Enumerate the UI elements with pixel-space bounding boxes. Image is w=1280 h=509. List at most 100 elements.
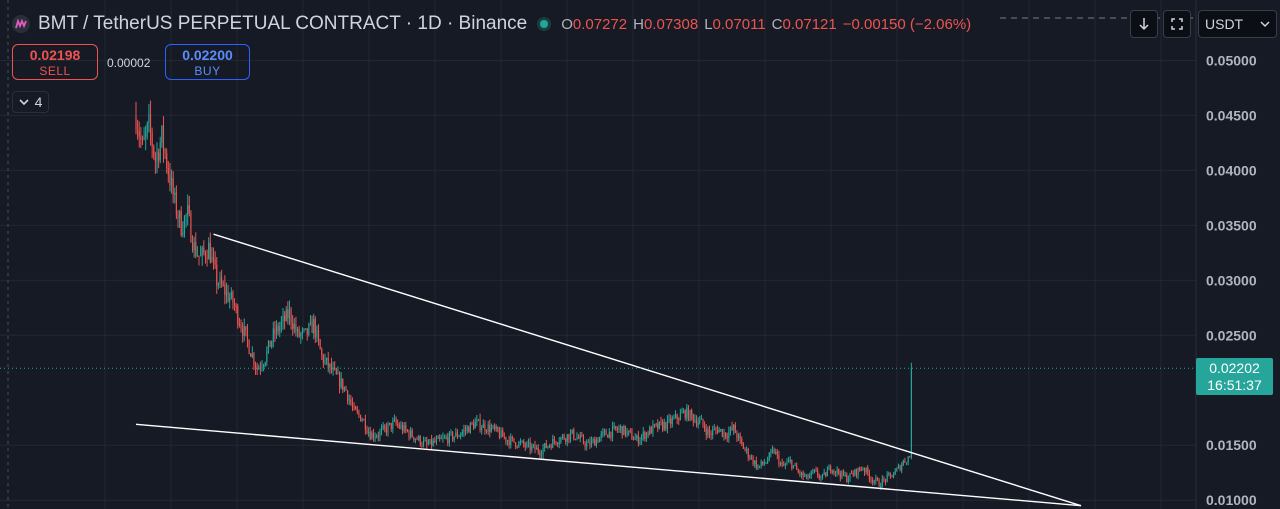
candle-body [590, 440, 593, 446]
candle-body [166, 153, 168, 168]
candle-body [592, 439, 594, 441]
candle-body [618, 428, 620, 431]
countdown-timer: 16:51:37 [1207, 377, 1262, 393]
candle-body [372, 432, 375, 438]
candle-body [568, 434, 570, 440]
candle-body [897, 465, 900, 469]
candle-body [235, 306, 237, 308]
candle-body [196, 255, 198, 257]
candle-body [679, 413, 681, 420]
candle-body [697, 422, 699, 426]
price-tick-label: 0.03500 [1206, 217, 1257, 233]
candle-body [607, 435, 609, 438]
candle-body [725, 432, 727, 438]
candle-body [681, 412, 683, 414]
candle-body [245, 326, 247, 330]
indicators-toggle[interactable]: 4 [12, 91, 49, 113]
candle-body [584, 443, 586, 447]
chevron-down-icon [1260, 20, 1270, 27]
candle-body [539, 452, 541, 456]
candle-body [671, 418, 673, 425]
download-button[interactable] [1130, 10, 1158, 38]
candle-body [510, 436, 512, 446]
candle-body [842, 470, 845, 476]
candle-body [537, 447, 539, 453]
candle-body [432, 440, 434, 446]
candle-body [831, 471, 833, 473]
candle-body [393, 419, 396, 421]
candle-body [573, 429, 575, 439]
candle-body [146, 123, 148, 133]
candle-body [665, 422, 667, 429]
reset-view-button[interactable] [1163, 10, 1191, 38]
candle-body [771, 449, 774, 452]
candle-body [329, 363, 331, 368]
candle-body [683, 410, 685, 413]
candle-body [817, 470, 819, 477]
candle-body [687, 407, 690, 420]
sell-button[interactable]: 0.02198 SELL [12, 44, 98, 80]
candle-body [431, 439, 433, 446]
candle-body [770, 451, 772, 453]
candle-body [293, 324, 295, 329]
candle-body [464, 429, 467, 431]
trendline-group[interactable] [135, 233, 1082, 507]
candle-body [547, 446, 549, 448]
candle-body [854, 469, 856, 476]
price-tick-label: 0.01000 [1206, 492, 1257, 508]
candle-body [263, 365, 265, 367]
price-axis[interactable]: 0.05000 0.04500 0.04000 0.03500 0.03000 0.025… [1206, 52, 1257, 508]
candle-body [689, 410, 691, 420]
candle-body [674, 414, 677, 418]
candle-body [151, 132, 153, 147]
candle-body [776, 451, 778, 455]
candle-body [200, 255, 202, 257]
candle-body [311, 321, 313, 334]
candle-body [170, 177, 173, 186]
candle-body [700, 418, 702, 420]
candle-body [529, 442, 531, 450]
candle-body [201, 247, 203, 256]
candle-body [621, 426, 623, 436]
candle-body [731, 427, 733, 430]
candle-body [183, 216, 186, 233]
candle-body [826, 470, 828, 477]
candle-body [422, 440, 425, 445]
grid-lines [0, 0, 1196, 509]
symbol-title[interactable]: BMT / TetherUS PERPETUAL CONTRACT · 1D ·… [38, 13, 528, 34]
candle-body [859, 467, 861, 470]
candle-body [232, 291, 234, 304]
currency-select[interactable]: USDT [1198, 10, 1277, 38]
candle-body [644, 431, 646, 439]
candle-body [164, 150, 166, 154]
candle-body [238, 323, 240, 326]
candle-body [629, 430, 631, 432]
candle-body [891, 474, 893, 478]
price-tick-label: 0.04000 [1206, 162, 1257, 178]
candle-body [542, 448, 544, 455]
candle-body [208, 242, 210, 260]
candle-body [363, 419, 365, 421]
candle-body [855, 469, 858, 476]
candle-body [154, 155, 156, 162]
candle-body [788, 460, 790, 463]
candle-body [775, 451, 777, 454]
candle-body [179, 211, 181, 219]
candle-body [650, 427, 652, 434]
candle-body [233, 303, 236, 307]
candle-body [566, 434, 568, 442]
candle-body [316, 330, 318, 338]
candle-body [821, 474, 824, 477]
candle-body [754, 460, 756, 464]
candle-body [466, 427, 468, 431]
price-tick-label: 0.05000 [1206, 52, 1257, 68]
candle-body [214, 259, 216, 265]
candle-body [763, 463, 765, 465]
price-tick-label: 0.01500 [1206, 437, 1257, 453]
candle-body [868, 473, 870, 480]
buy-button[interactable]: 0.02200 BUY [165, 44, 250, 80]
candle-body [474, 421, 476, 429]
candle-body [631, 431, 633, 440]
candle-body [513, 437, 515, 443]
